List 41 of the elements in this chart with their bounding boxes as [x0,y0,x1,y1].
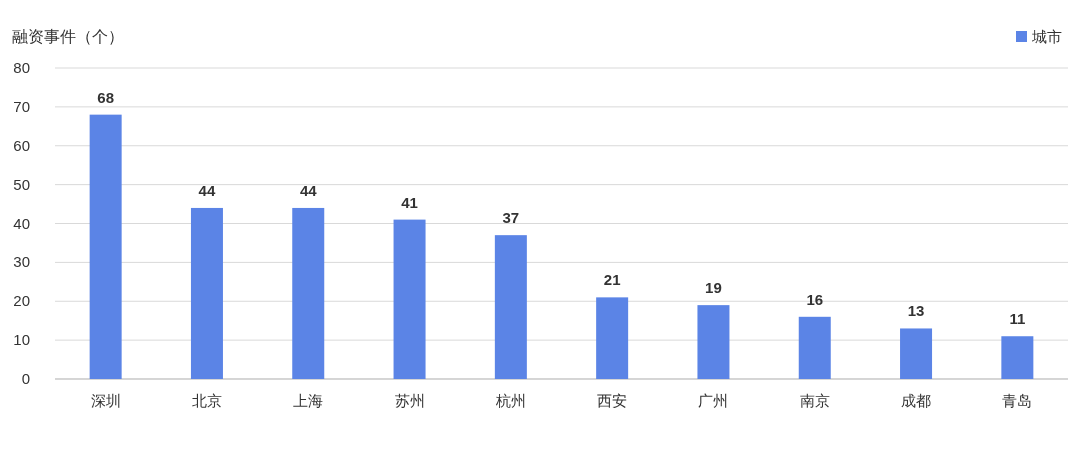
x-tick-label: 西安 [597,392,628,409]
x-tick-label: 青岛 [1002,392,1033,409]
legend-label: 城市 [1031,28,1062,45]
y-tick-label: 70 [13,97,30,115]
bar [494,235,527,379]
bar [292,207,325,379]
y-tick-label: 50 [13,175,30,193]
x-tick-label: 苏州 [394,392,425,409]
bar [798,316,831,379]
y-tick-label: 40 [13,214,30,232]
x-tick-label: 成都 [901,392,932,409]
x-tick-label: 南京 [799,392,830,409]
y-tick-label: 0 [21,370,30,387]
bar [89,114,122,379]
bar [1001,336,1034,379]
data-label: 13 [907,302,925,320]
bar [190,207,223,379]
bar [697,305,730,379]
data-label: 44 [299,181,318,199]
x-tick-label: 北京 [191,392,222,409]
bar [900,328,933,379]
y-tick-label: 30 [13,253,30,271]
y-axis-title: 融资事件（个） [12,28,124,45]
data-label: 41 [401,193,418,211]
bar [393,219,426,379]
data-label: 68 [97,88,114,106]
data-label: 11 [1009,310,1026,328]
y-tick-label: 10 [13,331,30,349]
data-label: 19 [705,279,722,297]
x-tick-label: 深圳 [90,392,121,409]
data-label: 37 [502,209,520,227]
y-tick-label: 80 [13,59,30,76]
data-label: 16 [806,290,824,308]
y-tick-label: 20 [13,292,30,310]
y-tick-label: 60 [13,136,30,154]
x-tick-label: 杭州 [494,392,526,409]
data-label: 44 [198,181,216,199]
bar [596,297,629,379]
x-tick-label: 上海 [293,392,324,409]
data-label: 21 [603,271,621,289]
x-tick-label: 广州 [698,392,729,409]
